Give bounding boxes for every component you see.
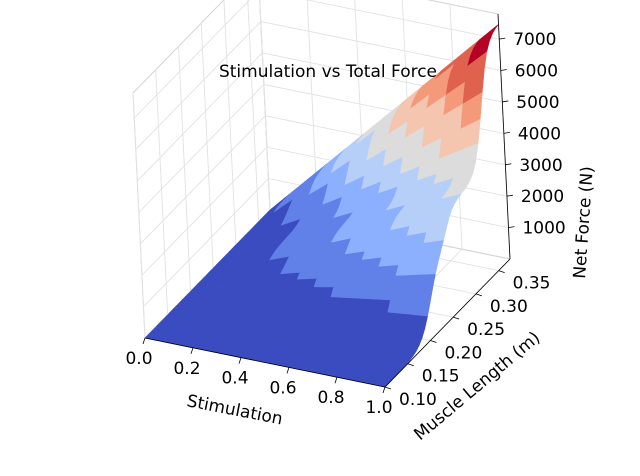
x-tick-label: 0.2: [173, 359, 200, 379]
z-gridline: [135, 21, 501, 150]
surface-facet: [392, 274, 416, 289]
surface-facet: [355, 266, 380, 278]
surface-plot: [144, 24, 499, 388]
x-tick-mark: [286, 367, 290, 374]
z-tick-mark: [500, 69, 507, 71]
x-tick-label: 0.8: [317, 388, 344, 408]
surface-facet: [409, 287, 434, 303]
z-gridline: [133, 0, 500, 119]
x-tick-label: 0.0: [125, 349, 152, 369]
z-axis-ticks: 1000 2000 3000 4000 5000 6000 7000: [499, 30, 566, 239]
x-tick-label: 1.0: [365, 398, 392, 418]
y-tick-mark: [453, 316, 460, 320]
x-tick-mark: [382, 386, 386, 394]
surface-facet: [390, 287, 414, 302]
surface-facet: [353, 276, 377, 289]
surface-facet: [214, 281, 239, 288]
x-tick-label: 0.4: [221, 369, 248, 389]
z-tick-mark: [503, 131, 510, 134]
surface-facet: [370, 287, 394, 301]
z-tick-mark: [499, 37, 506, 40]
y-tick-mark: [475, 293, 483, 297]
surface-facet: [316, 269, 340, 280]
z-gridline: [136, 52, 503, 182]
surface-facet: [415, 262, 439, 276]
y-axis-line: [384, 258, 511, 388]
y-tick-mark: [407, 363, 414, 367]
y-tick-mark: [384, 386, 392, 390]
y-tick-mark: [430, 340, 437, 343]
surface-facet: [253, 280, 278, 288]
z-axis-label: Net Force (N): [570, 166, 598, 280]
surface-facet: [270, 286, 295, 296]
z-tick-label: 5000: [516, 93, 559, 113]
surface-facet: [412, 274, 436, 289]
surface-facet: [296, 271, 321, 281]
z-tick-label: 2000: [521, 187, 564, 207]
z-tick-mark: [508, 226, 515, 228]
x-tick-label: 0.6: [269, 378, 296, 398]
chart-title: Stimulation vs Total Force: [219, 62, 437, 82]
surface-facet: [333, 277, 357, 289]
surface-facet: [310, 287, 334, 298]
x-axis-line: [144, 337, 386, 388]
y-tick-label: 0.10: [399, 390, 437, 410]
surface-facet: [387, 300, 411, 315]
z-tick-mark: [502, 100, 509, 103]
surface-facet: [293, 278, 318, 288]
y-tick-mark: [498, 270, 505, 274]
x-tick-mark: [142, 337, 146, 345]
surface-facet: [330, 287, 354, 299]
z-tick-label: 6000: [515, 62, 558, 82]
surface-facet: [372, 275, 397, 289]
z-axis-line: [497, 13, 511, 260]
surface-facet: [407, 301, 431, 317]
surface-facet: [375, 265, 399, 278]
x-tick-mark: [334, 377, 338, 384]
surface-facet: [336, 268, 360, 279]
surface-facet: [313, 277, 337, 288]
z-tick-label: 1000: [522, 219, 565, 239]
surface-facet: [350, 287, 374, 300]
surface-facet: [194, 282, 219, 288]
z-tick-label: 4000: [518, 124, 561, 144]
y-tick-label: 0.20: [444, 343, 482, 363]
y-tick-label: 0.35: [513, 274, 551, 294]
surface-facet: [417, 251, 442, 265]
y-tick-label: 0.30: [490, 297, 528, 317]
x-axis-ticks: 0.0 0.2 0.4 0.6 0.8 1.0: [125, 337, 393, 418]
surface-facet: [367, 299, 391, 314]
x-tick-mark: [190, 347, 194, 354]
surface-facet: [290, 286, 315, 297]
y-tick-label: 0.15: [422, 367, 460, 387]
z-tick-mark: [505, 163, 512, 166]
y-axis-ticks: 0.10 0.15 0.20 0.25 0.30 0.35: [384, 270, 551, 410]
x-tick-mark: [238, 357, 242, 364]
z-tick-label: 7000: [513, 30, 556, 50]
z-tick-label: 3000: [519, 156, 562, 176]
surface-facet: [273, 279, 298, 288]
surface-facet: [234, 280, 258, 288]
z-tick-mark: [506, 194, 513, 197]
axis-lines: [144, 13, 511, 388]
surface-facet: [395, 263, 419, 277]
y-tick-label: 0.25: [467, 320, 505, 340]
